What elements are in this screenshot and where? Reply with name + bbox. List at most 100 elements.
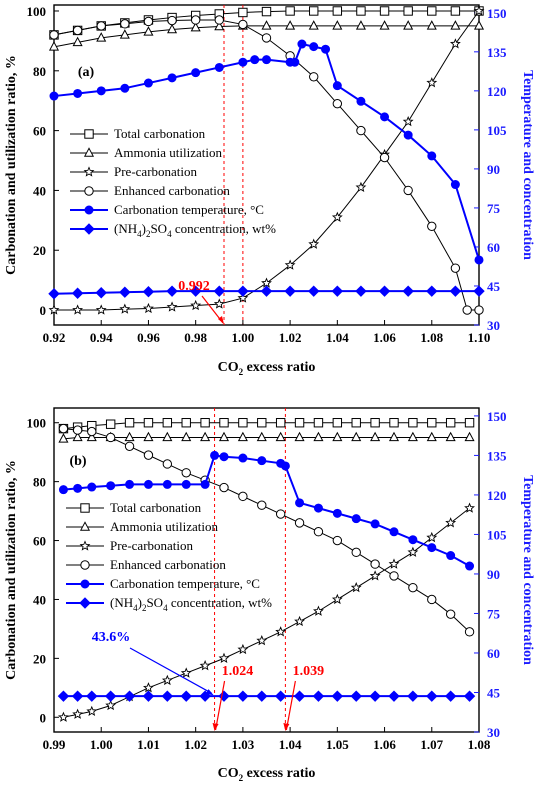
x-tick-label: 1.07 (420, 737, 443, 752)
data-point (331, 690, 344, 702)
legend-label: (NH4)2SO4 concentration, wt% (110, 595, 272, 613)
data-point (313, 431, 324, 442)
data-point (124, 431, 135, 442)
data-point (351, 431, 362, 442)
data-point (309, 6, 319, 16)
data-point (369, 570, 381, 581)
y2-tick-label: 150 (487, 6, 507, 21)
data-point (313, 503, 323, 513)
data-point (125, 479, 135, 489)
data-point (474, 305, 484, 315)
data-point (58, 485, 68, 495)
legend-label: Pre-carbonation (114, 164, 198, 179)
data-point (331, 285, 344, 297)
data-point (191, 68, 201, 78)
series-filled-circle (58, 450, 475, 571)
data-point (293, 690, 306, 702)
data-point (284, 259, 296, 270)
data-point (370, 559, 380, 569)
data-point (72, 304, 84, 315)
data-point (407, 546, 419, 557)
y-tick-label: 0 (40, 303, 47, 318)
data-point (388, 431, 400, 442)
legend-marker (80, 579, 90, 589)
data-point (408, 418, 418, 428)
legend-label: Carbonation temperature, °C (110, 576, 260, 591)
x-tick-label: 0.98 (184, 330, 207, 345)
data-point (450, 20, 461, 30)
legend-label: Pre-carbonation (110, 538, 194, 553)
y-tick-label: 60 (33, 124, 46, 139)
data-point (379, 152, 390, 163)
x-tick-label: 1.01 (137, 737, 160, 752)
x-axis-label: CO2 excess ratio (218, 766, 316, 783)
data-point (370, 431, 381, 442)
legend-marker (79, 597, 91, 609)
data-point (142, 285, 155, 298)
data-point (238, 491, 248, 502)
data-point (213, 298, 225, 309)
data-point (308, 20, 319, 30)
data-point (218, 652, 230, 663)
data-point (473, 285, 485, 297)
data-point (445, 517, 457, 528)
y-tick-label: 60 (33, 534, 46, 549)
data-point (190, 299, 202, 311)
data-point (214, 20, 225, 31)
data-point (120, 83, 130, 93)
y2-tick-label: 60 (487, 240, 500, 255)
data-point (143, 431, 154, 442)
plot-frame (53, 407, 480, 733)
data-point (403, 6, 413, 16)
data-point (189, 285, 202, 297)
data-point (356, 6, 366, 16)
data-point (402, 285, 414, 297)
data-point (237, 431, 248, 442)
data-point (403, 185, 413, 196)
series-line (63, 436, 470, 440)
series-circle (58, 423, 475, 637)
data-point (87, 482, 97, 492)
data-point (402, 115, 414, 127)
data-point (105, 419, 116, 429)
plot-frame (53, 4, 480, 326)
data-point (380, 112, 390, 122)
data-point (462, 305, 472, 315)
data-point (389, 571, 399, 581)
data-point (350, 581, 362, 593)
legend-label: Enhanced carbonation (110, 557, 226, 572)
annotation-arrowhead (218, 316, 224, 324)
y-tick-label: 40 (33, 592, 46, 607)
data-point (161, 690, 174, 702)
panel-label: (a) (78, 65, 95, 80)
y2-tick-label: 75 (487, 606, 501, 621)
y-tick-label: 80 (33, 475, 46, 490)
data-point (105, 699, 117, 711)
data-point (73, 483, 83, 493)
data-point (294, 418, 305, 428)
data-point (379, 6, 390, 16)
data-point (308, 238, 320, 249)
data-point (256, 431, 267, 442)
y2-tick-label: 90 (487, 162, 500, 177)
data-point (444, 690, 457, 702)
y2-tick-label: 30 (487, 725, 500, 740)
data-point (219, 418, 229, 428)
data-point (119, 29, 130, 39)
data-point (313, 605, 324, 616)
x-tick-label: 1.08 (468, 737, 491, 752)
legend-label: Ammonia utilization (110, 519, 218, 534)
data-point (49, 30, 59, 40)
annotation-label: 43.6% (92, 630, 131, 645)
y2-tick-label: 45 (487, 279, 501, 294)
x-tick-label: 0.96 (137, 330, 160, 345)
data-point (143, 418, 154, 428)
data-point (180, 690, 192, 702)
data-point (49, 91, 59, 101)
data-point (143, 302, 154, 314)
x-tick-label: 1.10 (468, 330, 491, 345)
data-point (294, 615, 305, 627)
data-point (86, 431, 97, 442)
data-point (200, 431, 211, 442)
legend-label: Total carbonation (110, 500, 202, 515)
